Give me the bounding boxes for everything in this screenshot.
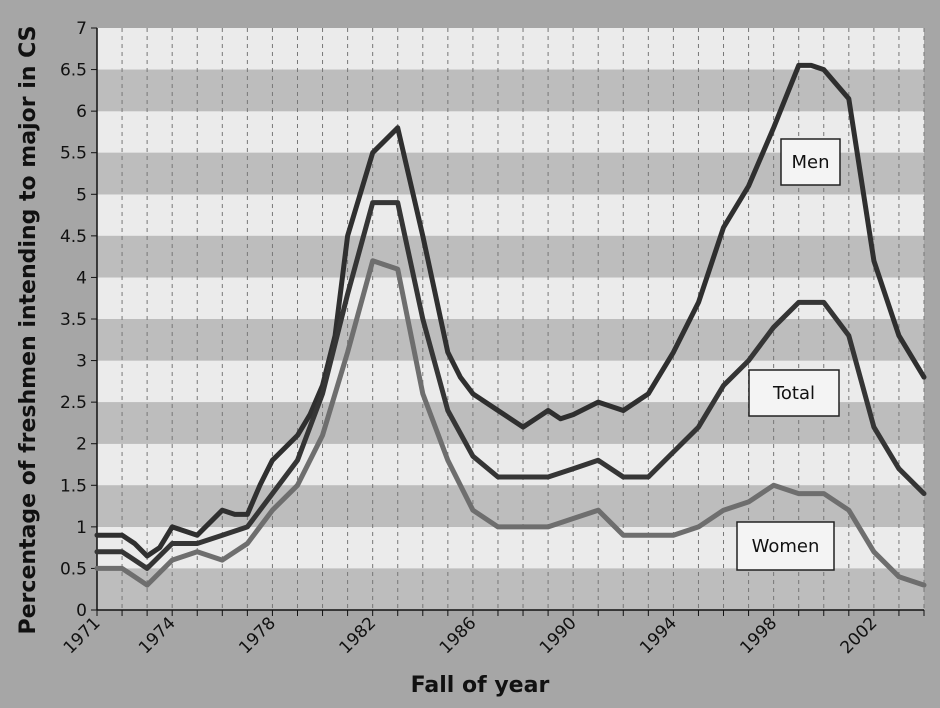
- y-tick-label: 2.5: [60, 393, 87, 413]
- y-tick-label: 0.5: [60, 559, 87, 579]
- y-tick-label: 5: [76, 185, 87, 205]
- y-tick-label: 6: [76, 102, 87, 122]
- y-tick-label: 1: [76, 518, 87, 538]
- x-tick-label: 1998: [736, 613, 781, 658]
- series-line-men: [94, 62, 927, 559]
- series-line-total: [94, 200, 927, 571]
- label-women-box: Women: [736, 521, 835, 571]
- x-tick-label: 1978: [235, 613, 280, 658]
- plot-band: [97, 28, 924, 70]
- x-tick-label: 1974: [135, 613, 180, 658]
- y-tick-label: 0: [76, 601, 87, 621]
- series-lines: [94, 62, 927, 588]
- y-tick-label: 2: [76, 435, 87, 455]
- y-tick-label: 4: [76, 268, 87, 288]
- label-total-box: Total: [748, 369, 840, 417]
- label-men-box: Men: [780, 138, 841, 186]
- x-tick-label: 1986: [436, 613, 481, 658]
- y-tick-label: 5.5: [60, 144, 87, 164]
- plot-band: [97, 319, 924, 361]
- plot-band: [97, 69, 924, 112]
- plot-band: [97, 235, 924, 278]
- y-tick-labels: 0 0.5 1 1.5 2 2.5 3 3.5 4 4.5 5 5.5 6 6.5 7: [60, 19, 87, 621]
- y-tick-label: 7: [76, 19, 87, 39]
- axes: [91, 27, 925, 616]
- x-axis-title: Fall of year: [411, 673, 550, 698]
- x-tick-label: 1990: [536, 613, 581, 658]
- x-tick-label: 1982: [335, 613, 380, 658]
- x-tick-label: 1994: [636, 613, 681, 658]
- x-tick-labels: 1971 1974 1978 1982 1986 1990 1994 1998 2002: [60, 613, 882, 658]
- y-tick-label: 1.5: [60, 476, 87, 496]
- plot-band: [97, 568, 924, 610]
- y-tick-label: 3: [76, 352, 87, 372]
- label-total: Total: [772, 383, 815, 404]
- y-tick-label: 4.5: [60, 227, 87, 247]
- y-tick-label: 6.5: [60, 61, 87, 81]
- x-tick-label: 2002: [837, 613, 882, 658]
- label-men: Men: [791, 152, 829, 173]
- series-line-women: [94, 258, 927, 588]
- y-tick-label: 3.5: [60, 310, 87, 330]
- plot-band: [97, 485, 924, 527]
- plot-band: [97, 277, 924, 319]
- plot-band: [97, 194, 924, 236]
- y-axis-title: Percentage of freshmen intending to majo…: [16, 26, 41, 635]
- label-women: Women: [752, 536, 820, 557]
